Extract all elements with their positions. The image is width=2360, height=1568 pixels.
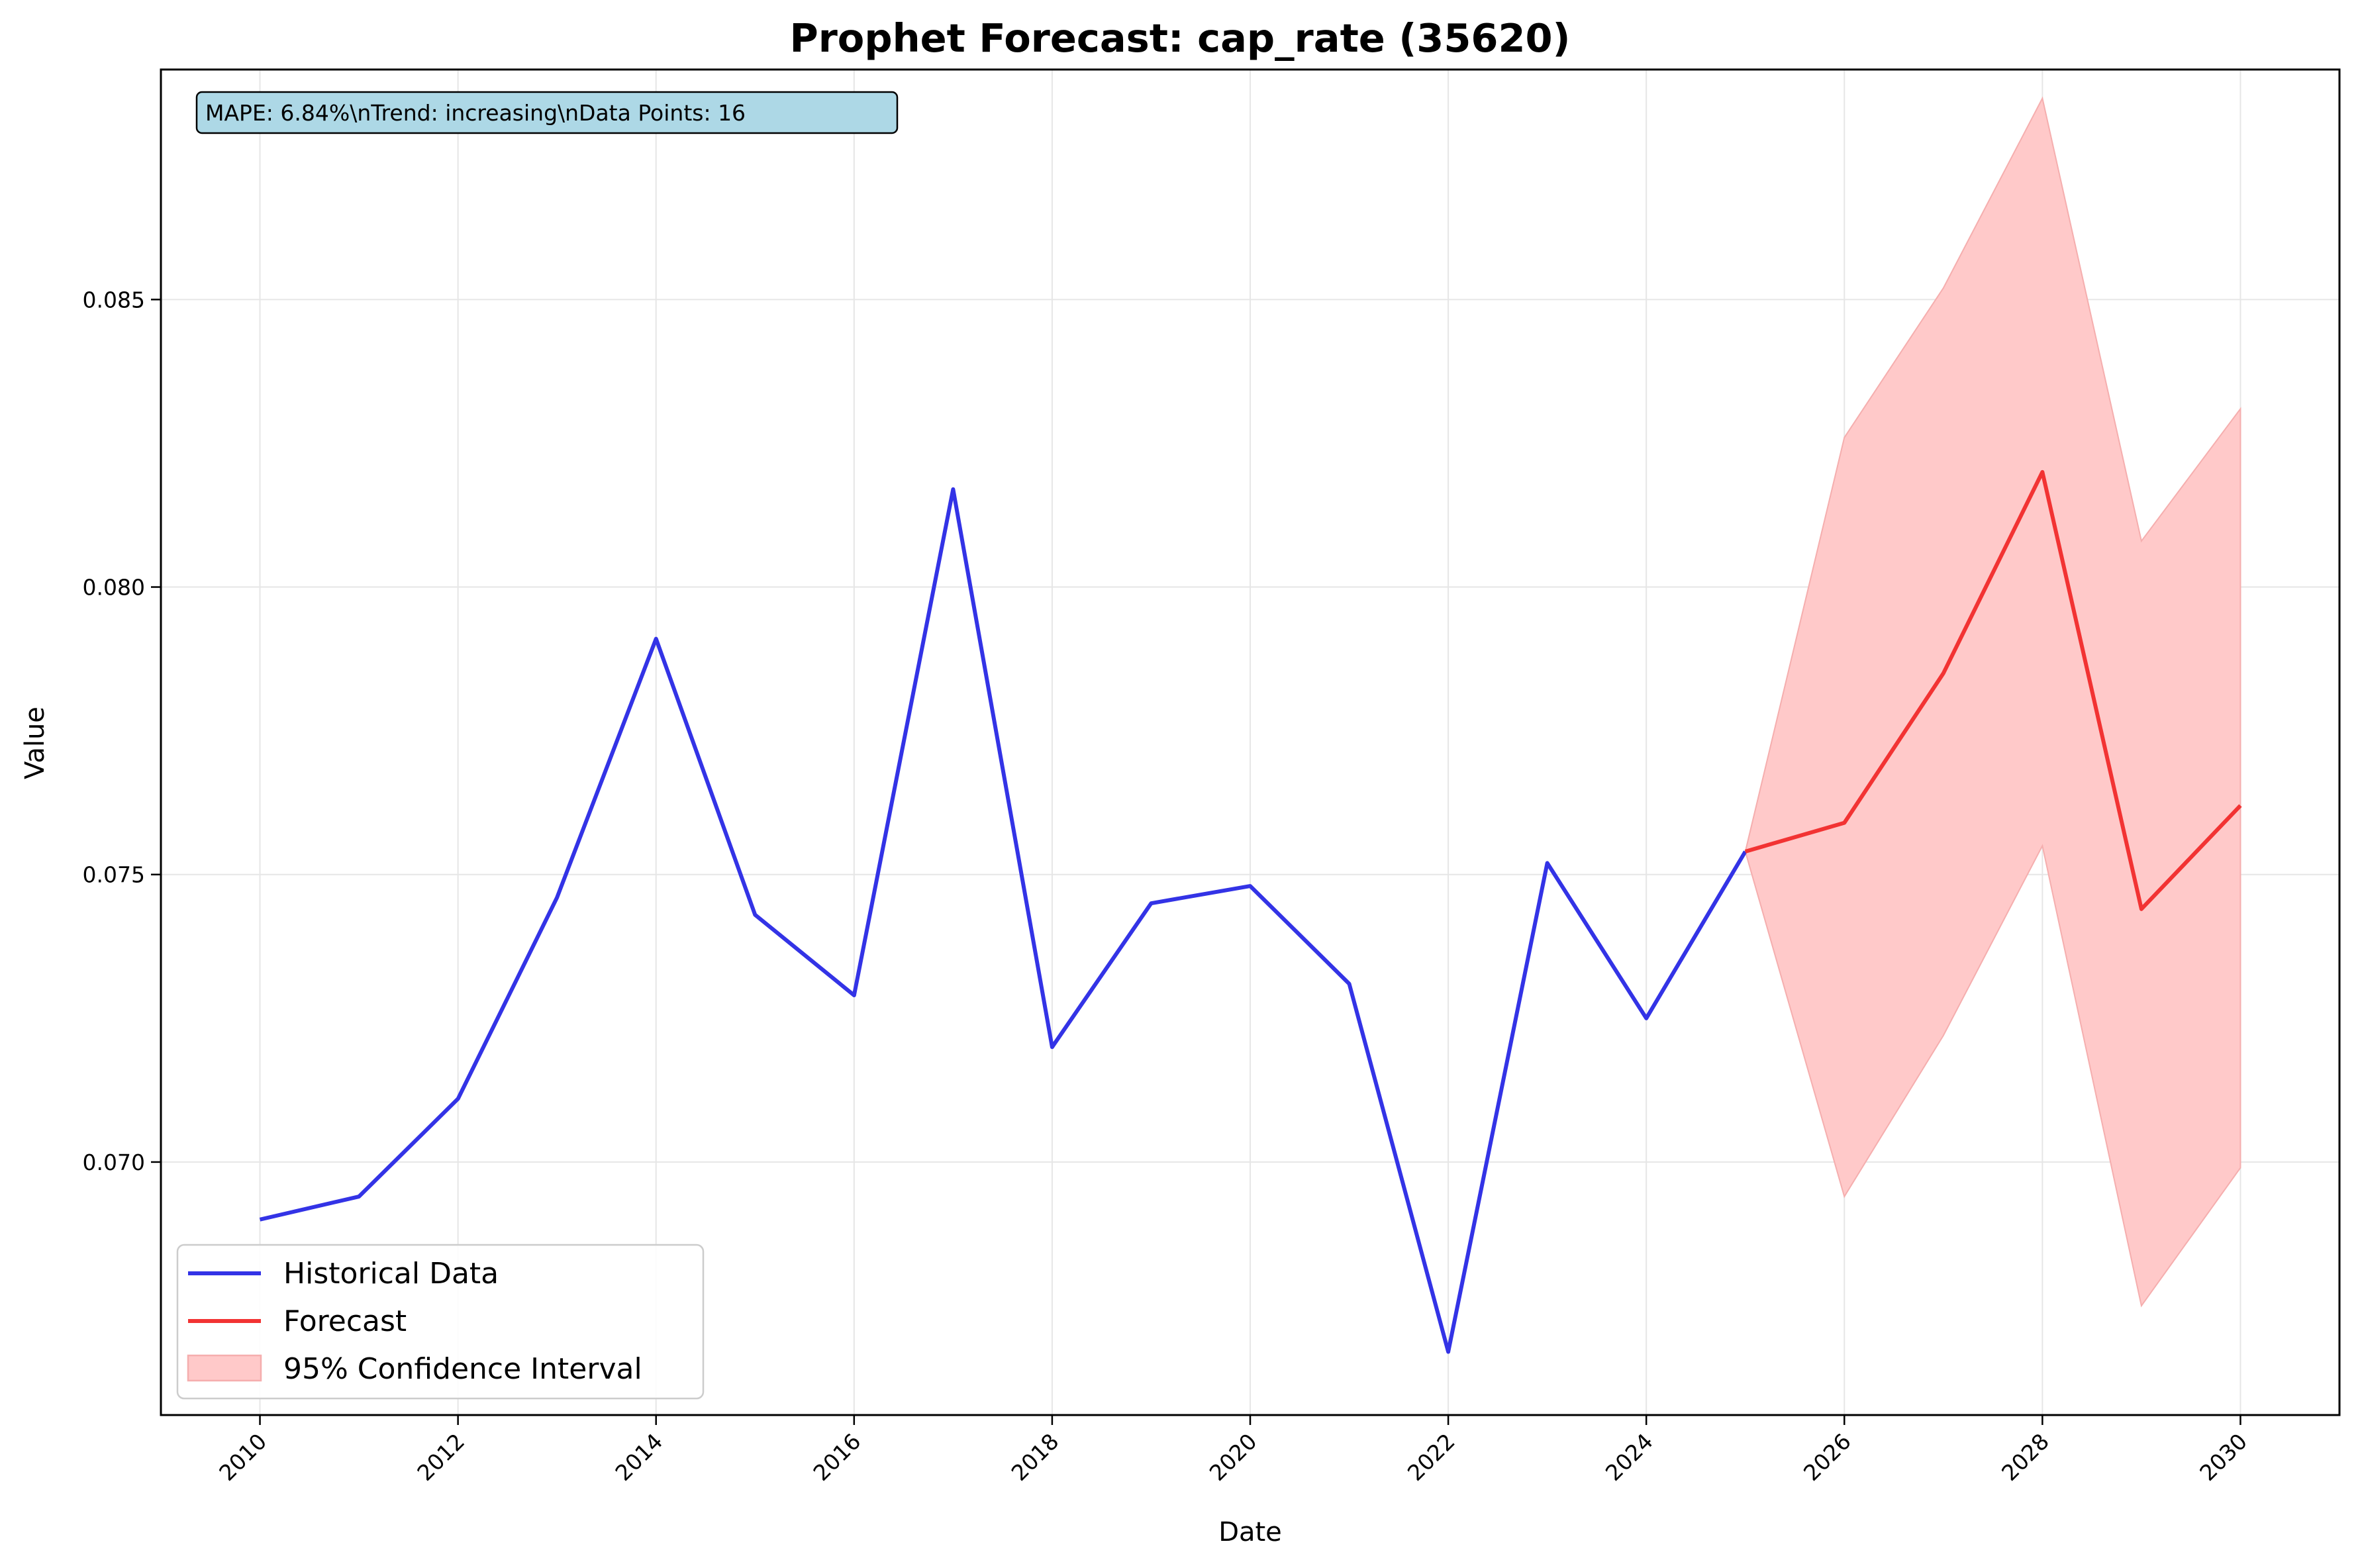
chart-title: Prophet Forecast: cap_rate (35620): [789, 15, 1570, 61]
legend-label-forecast: Forecast: [283, 1304, 407, 1338]
stats-annotation-box: [195, 91, 899, 134]
stats-annotation: MAPE: 6.84%\nTrend: increasing\nData Poi…: [195, 91, 899, 134]
legend-label-historical: Historical Data: [283, 1257, 499, 1291]
y-axis-ticks: 0.070 0.075 0.080 0.085: [83, 287, 161, 1175]
y-tick-label: 0.080: [83, 575, 145, 601]
forecast-line: [1744, 469, 2242, 911]
stats-annotation-text: MAPE: 6.84%\nTrend: increasing\nData Poi…: [205, 100, 746, 126]
historical-data-line: [259, 487, 1747, 1354]
y-tick-label: 0.070: [83, 1150, 145, 1175]
legend-box: [176, 1244, 705, 1400]
legend: Historical Data Forecast 95% Confidence …: [176, 1244, 705, 1400]
legend-swatch-confidence-interval: [187, 1354, 262, 1382]
x-axis-label: Date: [1218, 1517, 1282, 1547]
confidence-interval-layer: [1744, 96, 2241, 1308]
series-layer: [259, 469, 2242, 1354]
legend-label-confidence-interval: 95% Confidence Interval: [283, 1352, 642, 1386]
y-tick-label: 0.085: [83, 287, 145, 313]
confidence-interval-band: [1744, 96, 2241, 1308]
y-tick-label: 0.075: [83, 862, 145, 888]
y-axis-label: Value: [20, 707, 50, 779]
